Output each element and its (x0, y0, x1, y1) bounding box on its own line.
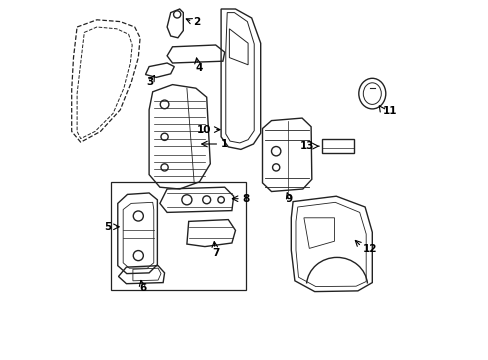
Text: 12: 12 (362, 244, 376, 254)
Text: 3: 3 (146, 77, 154, 87)
Text: 5: 5 (104, 222, 111, 232)
Text: 8: 8 (242, 194, 249, 204)
Text: 13: 13 (299, 141, 313, 151)
Text: 10: 10 (197, 125, 211, 135)
Text: 6: 6 (139, 283, 146, 293)
Text: 4: 4 (195, 63, 202, 73)
Text: 1: 1 (221, 139, 228, 149)
Text: 11: 11 (382, 106, 396, 116)
Text: 9: 9 (285, 194, 292, 204)
Text: 2: 2 (193, 17, 200, 27)
Text: 7: 7 (212, 248, 219, 258)
